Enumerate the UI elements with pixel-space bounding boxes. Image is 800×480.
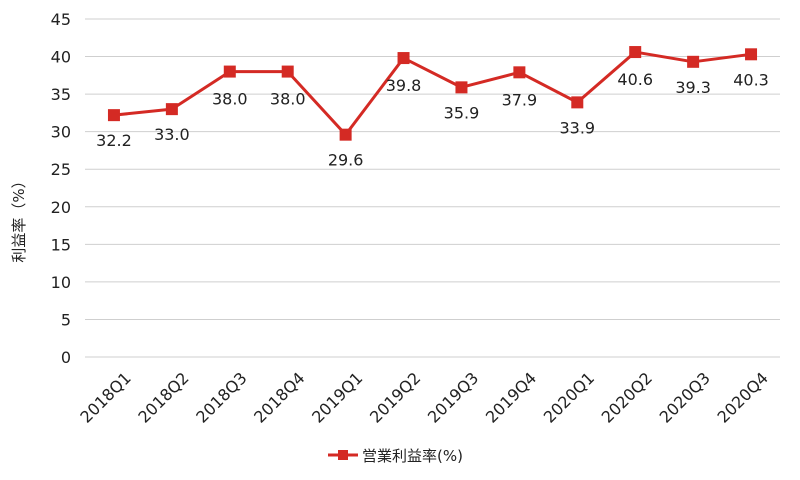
y-tick-label: 20 [51,198,71,217]
y-tick-label: 25 [51,160,71,179]
data-point [281,65,294,78]
y-tick-label: 10 [51,273,71,292]
data-label: 37.9 [502,90,538,109]
data-label: 38.0 [212,90,248,109]
x-tick-label: 2018Q3 [192,368,250,426]
x-tick-label: 2019Q1 [308,368,366,426]
y-tick-label: 35 [51,85,71,104]
x-tick-label: 2020Q1 [540,368,598,426]
data-point [397,52,410,65]
data-label: 33.9 [559,118,595,137]
legend-marker-swatch [338,450,348,460]
x-tick-label: 2018Q2 [134,368,192,426]
data-label: 33.0 [154,125,190,144]
data-label: 32.2 [96,131,132,150]
y-tick-label: 15 [51,235,71,254]
series-layer [107,46,758,141]
x-tick-label: 2019Q2 [366,368,424,426]
x-tick-label: 2018Q1 [76,368,134,426]
data-label: 39.8 [386,76,422,95]
y-tick-label: 45 [51,10,71,29]
data-labels: 32.2 33.0 38.0 38.0 29.6 39.8 35.9 37.9 33.9 40.6… [96,70,769,170]
data-label: 29.6 [328,151,364,170]
x-tick-label: 2020Q3 [656,368,714,426]
data-point [165,103,178,116]
data-point [223,65,236,78]
data-point [513,66,526,79]
y-tick-label: 0 [61,348,71,367]
x-axis-ticks: 2018Q1 2018Q2 2018Q3 2018Q4 2019Q1 2019Q2 2019… [76,368,771,426]
x-tick-label: 2019Q3 [424,368,482,426]
data-point [339,128,352,141]
legend: 営業利益率(%) [328,447,463,465]
y-tick-label: 5 [61,310,71,329]
data-label: 40.6 [617,70,653,89]
data-label: 39.3 [675,78,711,97]
data-label: 38.0 [270,90,306,109]
x-tick-label: 2019Q4 [482,368,540,426]
legend-entry: 営業利益率(%) [362,447,463,465]
data-point [687,55,700,68]
x-tick-label: 2018Q4 [250,368,308,426]
data-point [571,96,584,109]
x-tick-label: 2020Q4 [714,368,772,426]
data-point [455,81,468,94]
data-point [745,48,758,61]
gridlines [85,18,780,358]
data-point [629,46,642,59]
data-point [107,109,120,122]
data-label: 40.3 [733,70,769,89]
y-tick-label: 40 [51,48,71,67]
series-line [113,50,752,137]
data-label: 35.9 [444,103,480,122]
x-tick-label: 2020Q2 [598,368,656,426]
y-axis-label: 利益率（%） [10,173,28,262]
y-tick-label: 30 [51,123,71,142]
y-axis-ticks: 0 5 10 15 20 25 30 35 40 45 [51,10,71,367]
